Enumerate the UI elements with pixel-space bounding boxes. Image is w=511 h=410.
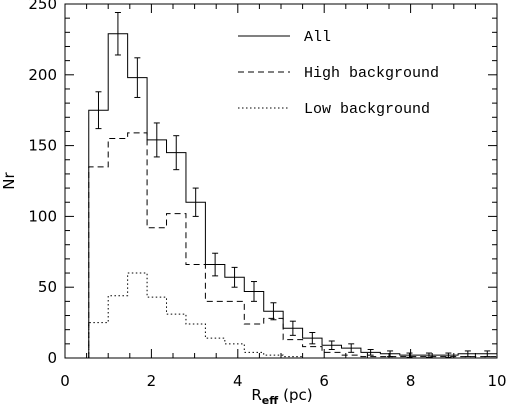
legend: All High background Low background xyxy=(238,29,439,118)
x-tick-label: 8 xyxy=(406,372,416,390)
errorbar-layer xyxy=(95,11,491,358)
series-all-histogram xyxy=(88,33,497,358)
y-tick-label: 250 xyxy=(28,0,57,13)
y-axis-title: Nr xyxy=(0,171,18,189)
x-tick-label: 4 xyxy=(233,372,243,390)
x-tick-label: 0 xyxy=(60,372,70,390)
x-tick-label: 10 xyxy=(487,372,506,390)
y-tick-label: 100 xyxy=(28,207,57,225)
x-axis-title-main: R xyxy=(251,386,261,404)
axis-ticks xyxy=(64,3,498,359)
y-tick-label: 50 xyxy=(38,278,57,296)
y-tick-label: 0 xyxy=(47,349,57,367)
x-axis-title-unit: (pc) xyxy=(283,386,312,404)
series-high-background-histogram xyxy=(88,132,497,358)
y-tick-label: 150 xyxy=(28,137,57,155)
legend-label: Low background xyxy=(304,101,430,118)
series-layer xyxy=(88,33,497,359)
x-tick-label: 2 xyxy=(147,372,157,390)
x-tick-label: 6 xyxy=(319,372,329,390)
y-tick-label: 200 xyxy=(28,66,57,84)
legend-label: High background xyxy=(304,65,439,82)
x-axis-title-subscript: eff xyxy=(262,394,278,407)
series-low-background-histogram xyxy=(88,272,497,359)
legend-label: All xyxy=(304,29,331,46)
plot-frame xyxy=(64,3,498,359)
x-axis-title: Reff (pc) xyxy=(251,386,312,407)
